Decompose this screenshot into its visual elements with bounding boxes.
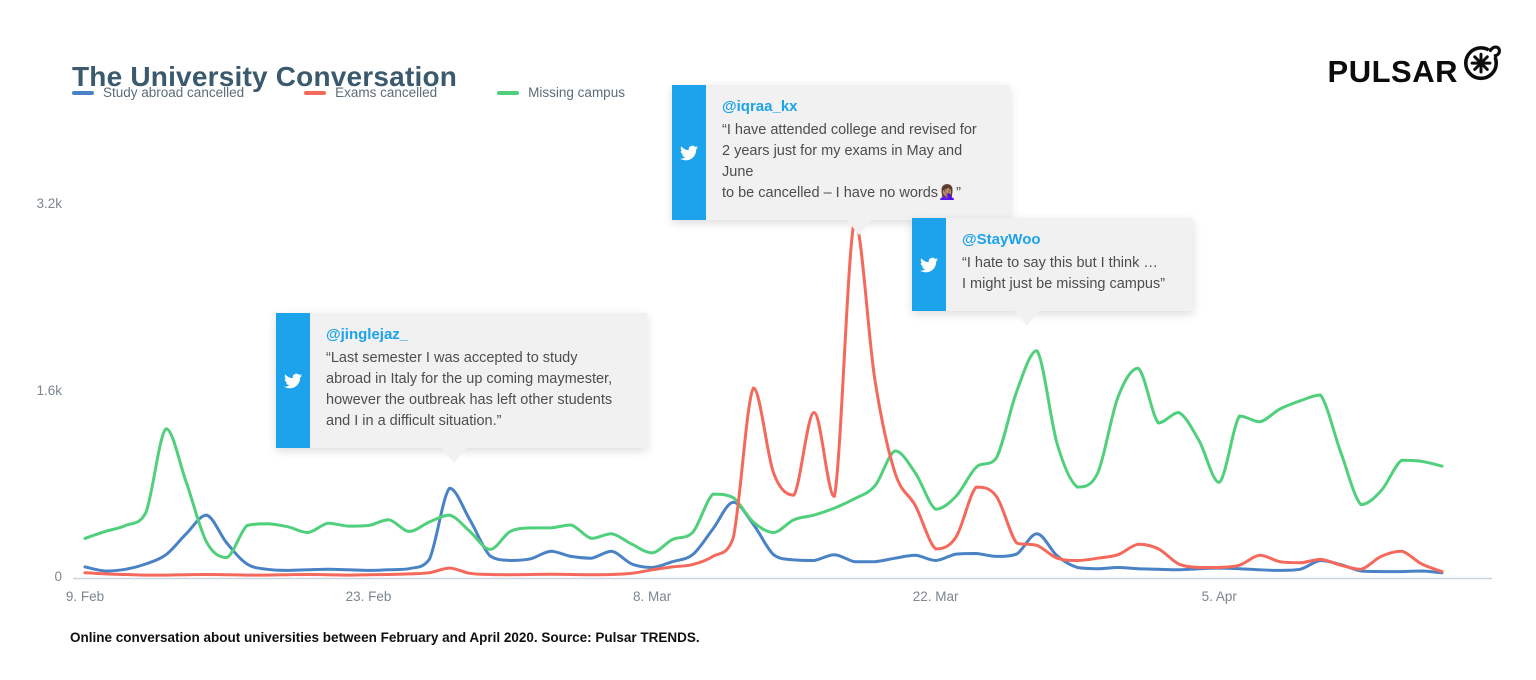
legend-swatch-exams bbox=[304, 90, 327, 95]
y-axis-label: 0 bbox=[54, 569, 62, 584]
pulsar-logo-text: PULSAR bbox=[1327, 54, 1458, 89]
tweet-text: “I have attended college and revised for… bbox=[722, 122, 977, 202]
tweet-callout-jinglejaz: @jinglejaz_ “Last semester I was accepte… bbox=[276, 313, 647, 464]
y-axis-label: 3.2k bbox=[36, 196, 62, 211]
tweet-callout-iqraa: @iqraa_kx “I have attended college and r… bbox=[672, 85, 1010, 236]
callout-pointer bbox=[1014, 310, 1040, 327]
tweet-body: @jinglejaz_ “Last semester I was accepte… bbox=[310, 313, 630, 448]
twitter-accent-bar bbox=[672, 85, 706, 221]
tweet-body: @StayWoo “I hate to say this but I think… bbox=[946, 218, 1183, 311]
page-title: The University Conversation bbox=[72, 60, 458, 92]
x-axis-label: 5. Apr bbox=[1201, 589, 1237, 604]
x-axis-label: 23. Feb bbox=[345, 589, 392, 604]
y-axis-label: 1.6k bbox=[36, 382, 62, 398]
asterisk-circle-icon bbox=[1463, 45, 1501, 81]
legend-label: Missing campus bbox=[528, 85, 625, 100]
legend-swatch-study-abroad bbox=[72, 90, 94, 95]
x-axis-label: 22. Mar bbox=[912, 589, 959, 604]
legend-item-study-abroad-cancelled: Study abroad cancelled bbox=[72, 85, 244, 100]
tweet-text: “Last semester I was accepted to study a… bbox=[326, 350, 613, 430]
twitter-bird-icon bbox=[920, 257, 938, 272]
legend-item-missing-campus: Missing campus bbox=[497, 85, 625, 100]
legend-label: Exams cancelled bbox=[335, 85, 438, 100]
tweet-text: “I hate to say this but I think … I migh… bbox=[962, 255, 1166, 293]
tweet-handle: @jinglejaz_ bbox=[326, 326, 409, 343]
twitter-accent-bar bbox=[276, 313, 310, 449]
pulsar-logo: PULSAR bbox=[1328, 40, 1502, 90]
legend-swatch-missing-campus bbox=[497, 90, 520, 95]
callout-pointer bbox=[846, 219, 872, 236]
callout-pointer bbox=[441, 447, 467, 464]
x-axis-label: 9. Feb bbox=[65, 589, 105, 604]
tweet-handle: @StayWoo bbox=[962, 231, 1041, 248]
tweet-body: @iqraa_kx “I have attended college and r… bbox=[706, 85, 1010, 220]
chart-legend: Study abroad cancelled Exams cancelled M… bbox=[72, 85, 625, 100]
chart-caption: Online conversation about universities b… bbox=[70, 630, 700, 645]
twitter-bird-icon bbox=[284, 373, 302, 388]
legend-item-exams-cancelled: Exams cancelled bbox=[304, 85, 437, 100]
twitter-bird-icon bbox=[680, 145, 698, 160]
legend-label: Study abroad cancelled bbox=[103, 85, 245, 100]
x-axis-label: 8. Mar bbox=[632, 589, 672, 604]
twitter-accent-bar bbox=[912, 218, 946, 312]
tweet-handle: @iqraa_kx bbox=[722, 98, 798, 115]
tweet-callout-staywoo: @StayWoo “I hate to say this but I think… bbox=[912, 218, 1193, 327]
